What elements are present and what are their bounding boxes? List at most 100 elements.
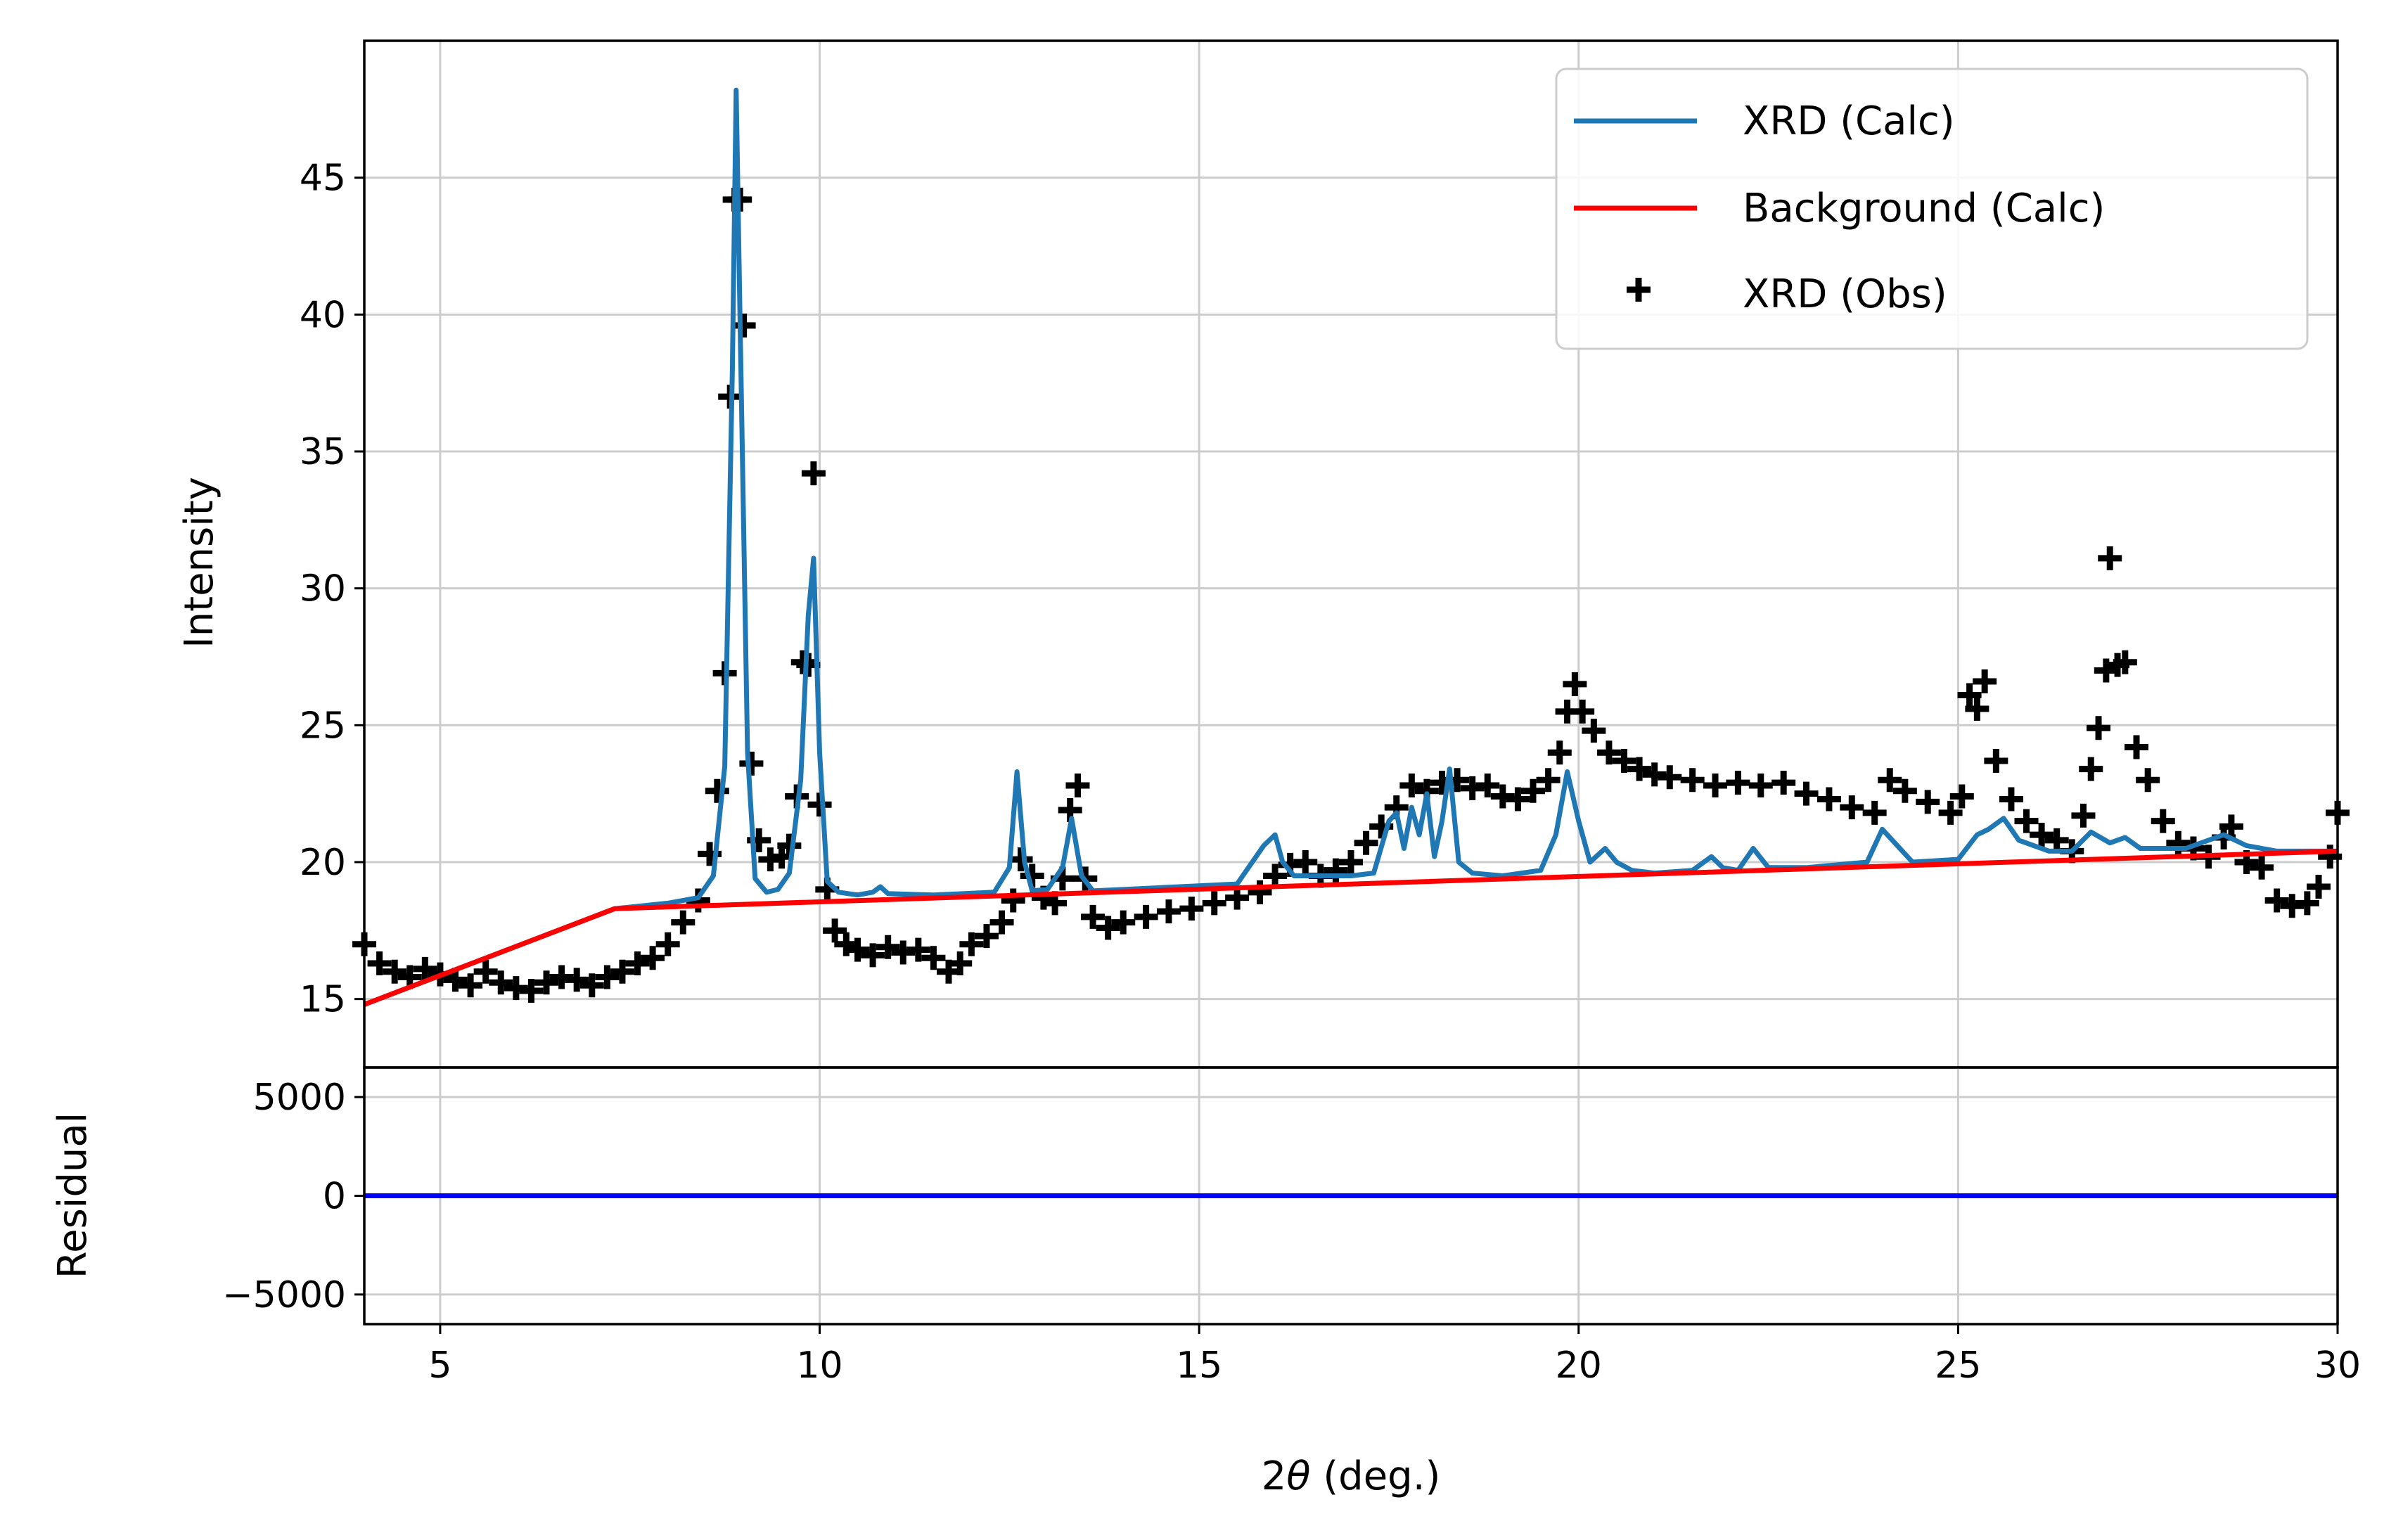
residual-y-axis-label: Residual bbox=[50, 1112, 96, 1279]
observed-point bbox=[1965, 696, 1989, 721]
observed-point bbox=[1957, 683, 1982, 707]
observed-point bbox=[565, 968, 589, 992]
x-axis-label-suffix: (deg.) bbox=[1311, 1454, 1441, 1499]
legend-frame bbox=[1555, 68, 2309, 350]
observed-point bbox=[2166, 830, 2191, 855]
observed-point bbox=[655, 932, 680, 956]
observed-point bbox=[2151, 809, 2175, 833]
observed-point bbox=[1892, 778, 1917, 803]
x-tick-label: 15 bbox=[1176, 1345, 1222, 1387]
legend-background-label: Background (Calc) bbox=[1743, 186, 2105, 231]
observed-point bbox=[876, 935, 900, 959]
observed-point bbox=[1134, 904, 1158, 929]
observed-point bbox=[1999, 787, 2023, 811]
observed-point bbox=[2136, 768, 2160, 793]
observed-point bbox=[473, 959, 498, 984]
observed-point bbox=[1354, 830, 1378, 855]
observed-point bbox=[1111, 910, 1136, 935]
observed-point bbox=[413, 956, 437, 981]
observed-point bbox=[1179, 897, 1204, 921]
observed-point bbox=[1680, 768, 1705, 793]
main-grid bbox=[364, 41, 2339, 1067]
observed-point bbox=[1475, 773, 1500, 797]
observed-point bbox=[2307, 875, 2331, 899]
observed-point bbox=[1984, 748, 2008, 773]
observed-point bbox=[1008, 847, 1033, 872]
observed-point bbox=[1840, 795, 1864, 820]
x-axis-label: 2θ (deg.) bbox=[1262, 1454, 1441, 1499]
observed-point bbox=[2113, 650, 2137, 674]
observed-point bbox=[1596, 740, 1621, 765]
main-plot-panel: 15 20 25 30 35 40 45 Intensity XRD (Calc) Back… bbox=[177, 39, 2350, 1069]
observed-point bbox=[610, 959, 634, 984]
observed-point bbox=[1096, 916, 1120, 940]
main-y-axis-label: Intensity bbox=[177, 477, 222, 648]
observed-point bbox=[1202, 891, 1226, 916]
observed-point bbox=[861, 943, 885, 968]
observed-point bbox=[1293, 850, 1318, 874]
observed-point bbox=[2044, 828, 2069, 852]
x-tick-label: 20 bbox=[1556, 1345, 1602, 1387]
observed-point bbox=[801, 461, 826, 486]
observed-point bbox=[671, 910, 696, 935]
observed-point bbox=[1703, 773, 1728, 797]
observed-point bbox=[579, 973, 604, 998]
observed-point bbox=[1065, 773, 1090, 797]
observed-point bbox=[1794, 781, 1819, 806]
observed-point bbox=[595, 965, 620, 989]
observed-point bbox=[739, 751, 764, 776]
observed-point bbox=[1878, 768, 1902, 793]
observed-point bbox=[2098, 546, 2122, 570]
observed-point bbox=[989, 910, 1014, 935]
observed-point bbox=[534, 970, 559, 995]
observed-point bbox=[807, 793, 832, 817]
observed-point bbox=[1816, 787, 1841, 811]
main-series-group bbox=[352, 87, 2350, 1007]
observed-point bbox=[1248, 880, 1272, 904]
observed-point bbox=[974, 924, 999, 949]
observed-point bbox=[1726, 771, 1750, 795]
observed-point bbox=[731, 313, 756, 338]
x-ticks: 5 10 15 20 25 30 bbox=[428, 1324, 2361, 1387]
observed-point bbox=[959, 932, 984, 956]
observed-point bbox=[948, 951, 973, 976]
observed-point bbox=[519, 978, 544, 1003]
observed-point bbox=[1156, 899, 1181, 924]
background-line bbox=[363, 848, 2338, 1007]
observed-point bbox=[2219, 814, 2243, 839]
x-tick-label: 5 bbox=[428, 1345, 451, 1387]
residual-y-tick-label: 0 bbox=[323, 1176, 346, 1218]
observed-point bbox=[1536, 768, 1561, 793]
observed-point bbox=[2079, 757, 2103, 781]
observed-point bbox=[367, 951, 392, 976]
main-y-tick-label: 25 bbox=[300, 705, 346, 747]
main-y-tick-label: 40 bbox=[300, 294, 346, 336]
observed-point bbox=[489, 970, 513, 995]
observed-point bbox=[641, 946, 665, 970]
observed-point bbox=[1658, 765, 1682, 790]
observed-point bbox=[383, 959, 407, 984]
observed-point bbox=[1916, 790, 1940, 814]
observed-point bbox=[1949, 784, 1974, 809]
observed-point bbox=[921, 946, 946, 970]
observed-point bbox=[459, 973, 483, 998]
observed-point bbox=[1081, 904, 1106, 929]
legend-calc-label: XRD (Calc) bbox=[1743, 98, 1955, 144]
observed-point bbox=[2014, 809, 2039, 833]
observed-point bbox=[2264, 888, 2289, 913]
observed-point bbox=[1001, 888, 1025, 913]
observed-point bbox=[1612, 748, 1636, 773]
residual-y-ticks: 5000 0 −5000 bbox=[222, 1077, 364, 1316]
observed-point bbox=[1570, 699, 1595, 724]
residual-y-tick-label: 5000 bbox=[253, 1077, 346, 1119]
observed-point bbox=[2125, 735, 2148, 759]
main-y-tick-label: 45 bbox=[300, 158, 346, 200]
observed-point bbox=[2071, 803, 2096, 828]
observed-point bbox=[1938, 800, 1963, 825]
observed-point bbox=[906, 937, 930, 962]
observed-point bbox=[1771, 771, 1796, 795]
main-y-tick-label: 30 bbox=[300, 568, 346, 610]
legend: XRD (Calc) Background (Calc) XRD (Obs) bbox=[1555, 68, 2309, 350]
main-y-tick-label: 20 bbox=[300, 842, 346, 884]
